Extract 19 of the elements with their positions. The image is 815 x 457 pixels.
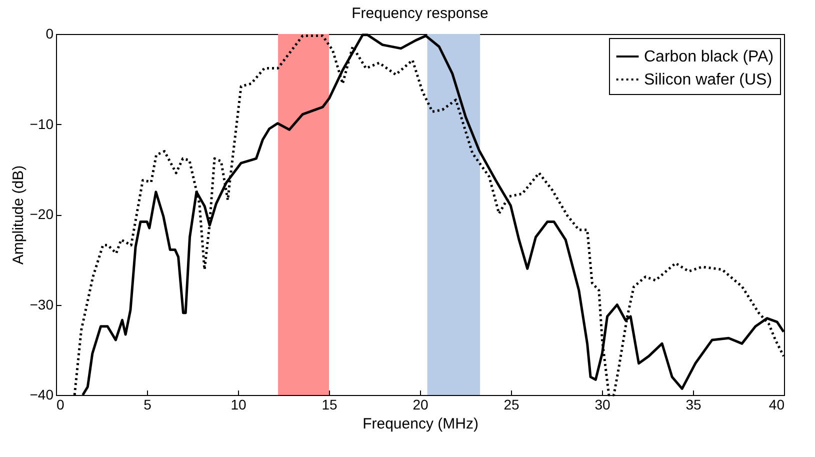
x-tick-label: 30 xyxy=(594,396,610,412)
x-tick-label: 25 xyxy=(504,396,520,412)
x-tick-label: 10 xyxy=(230,396,246,412)
y-tick-label: −20 xyxy=(30,206,54,222)
x-tick-label: 40 xyxy=(768,396,785,412)
y-tick-label: −10 xyxy=(30,116,54,132)
chart-title: Frequency response xyxy=(352,5,488,22)
legend-label: Carbon black (PA) xyxy=(644,48,774,66)
x-axis-title: Frequency (MHz) xyxy=(362,416,478,432)
y-tick-label: −40 xyxy=(30,386,54,402)
y-tick-label: 0 xyxy=(46,26,54,42)
y-axis-title: Amplitude (dB) xyxy=(10,165,27,265)
x-tick-label: 0 xyxy=(56,396,64,412)
x-tick-label: 35 xyxy=(686,396,702,412)
legend-label: Silicon wafer (US) xyxy=(644,72,772,88)
x-tick-label: 15 xyxy=(322,396,338,412)
y-tick-label: −30 xyxy=(30,296,54,312)
x-tick-label: 20 xyxy=(412,396,428,412)
x-tick-label: 5 xyxy=(144,396,152,412)
